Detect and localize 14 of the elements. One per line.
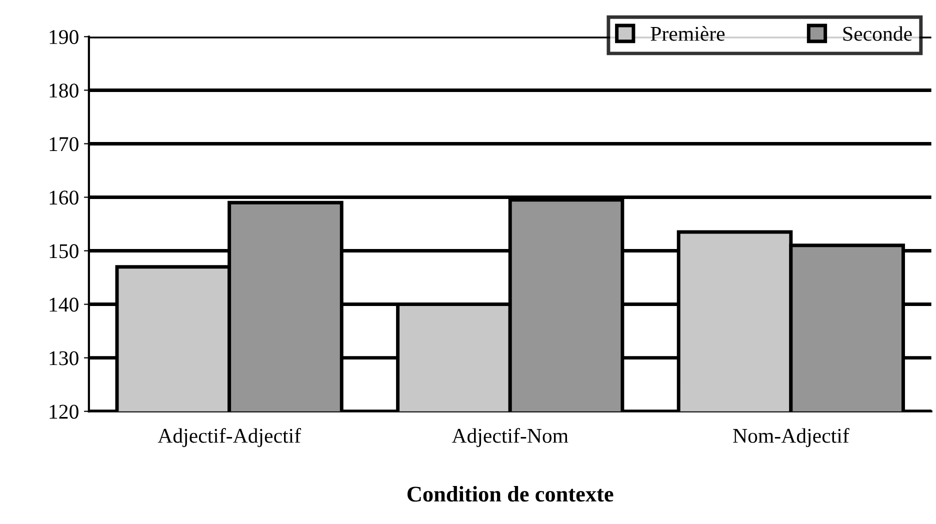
y-tick-label: 190	[50, 30, 78, 44]
y-tick-label: 170	[50, 137, 78, 152]
y-tick-label: 130	[50, 351, 78, 366]
x-tick-label: Adjectif-Adjectif	[158, 428, 302, 448]
x-tick-label: Adjectif-Nom	[452, 428, 568, 448]
legend-label: Première	[650, 26, 725, 41]
y-tick-label: 160	[50, 190, 78, 205]
x-tick-label: Nom-Adjectif	[733, 428, 850, 448]
legend-label: Seconde	[843, 26, 912, 41]
y-tick-label: 120	[50, 404, 78, 419]
y-tick-label: 140	[50, 298, 78, 312]
y-tick-label: 180	[50, 84, 78, 98]
y-tick-label: 150	[50, 244, 78, 258]
x-axis-title: Condition de contexte	[408, 486, 614, 502]
